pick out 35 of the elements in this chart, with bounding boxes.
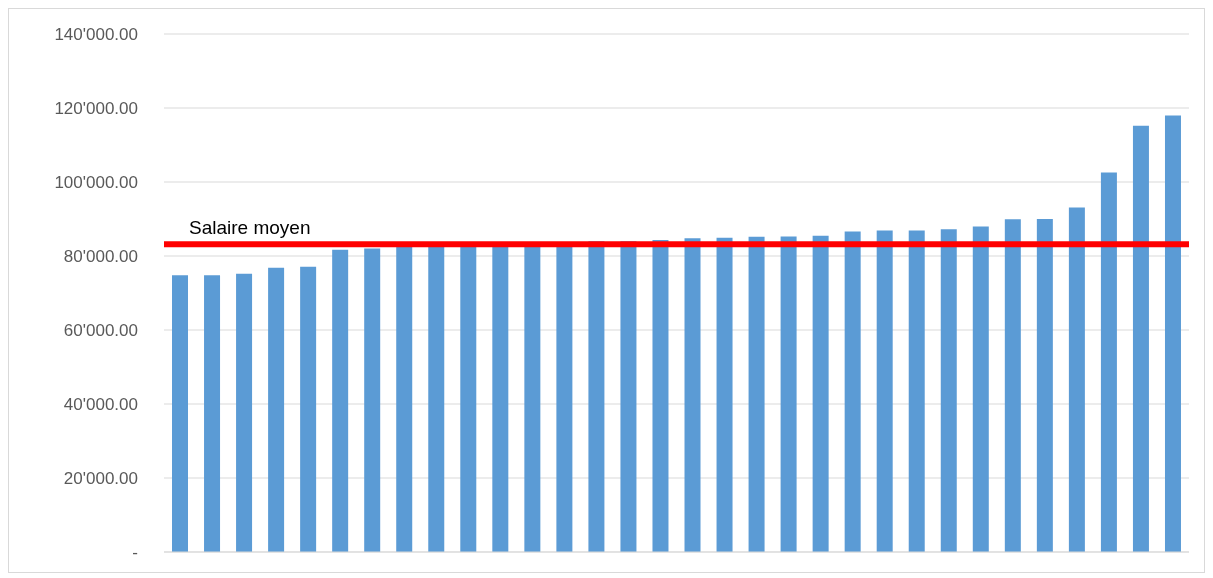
bar [1036, 219, 1053, 552]
bar [716, 237, 733, 552]
bar [172, 275, 189, 552]
bar [748, 236, 765, 552]
bar [1068, 207, 1085, 552]
bar [844, 231, 861, 552]
bar [652, 240, 669, 552]
bar [972, 226, 989, 552]
bar [780, 236, 797, 552]
y-tick-label: 20'000.00 [63, 469, 138, 489]
bar [428, 244, 445, 552]
bar [300, 266, 317, 552]
y-tick-label: 40'000.00 [63, 395, 138, 415]
bar [236, 273, 253, 552]
bar [1164, 115, 1181, 552]
bar [364, 248, 381, 552]
bar [812, 235, 829, 552]
bar [908, 230, 925, 552]
bar [1100, 172, 1117, 552]
y-tick-label: 120'000.00 [54, 99, 138, 119]
bar [684, 238, 701, 552]
y-tick-label: 100'000.00 [54, 173, 138, 193]
y-tick-label: 140'000.00 [54, 25, 138, 45]
bar [876, 230, 893, 552]
bar [940, 229, 957, 552]
bar [204, 275, 221, 552]
y-tick-label: 60'000.00 [63, 321, 138, 341]
bar [1132, 125, 1149, 552]
bar [396, 244, 413, 552]
y-tick-label: 80'000.00 [63, 247, 138, 267]
y-tick-label: - [132, 543, 138, 563]
bar [332, 249, 349, 552]
ref-line-label: Salaire moyen [189, 217, 311, 239]
bar [268, 267, 285, 552]
bar [1004, 219, 1021, 552]
